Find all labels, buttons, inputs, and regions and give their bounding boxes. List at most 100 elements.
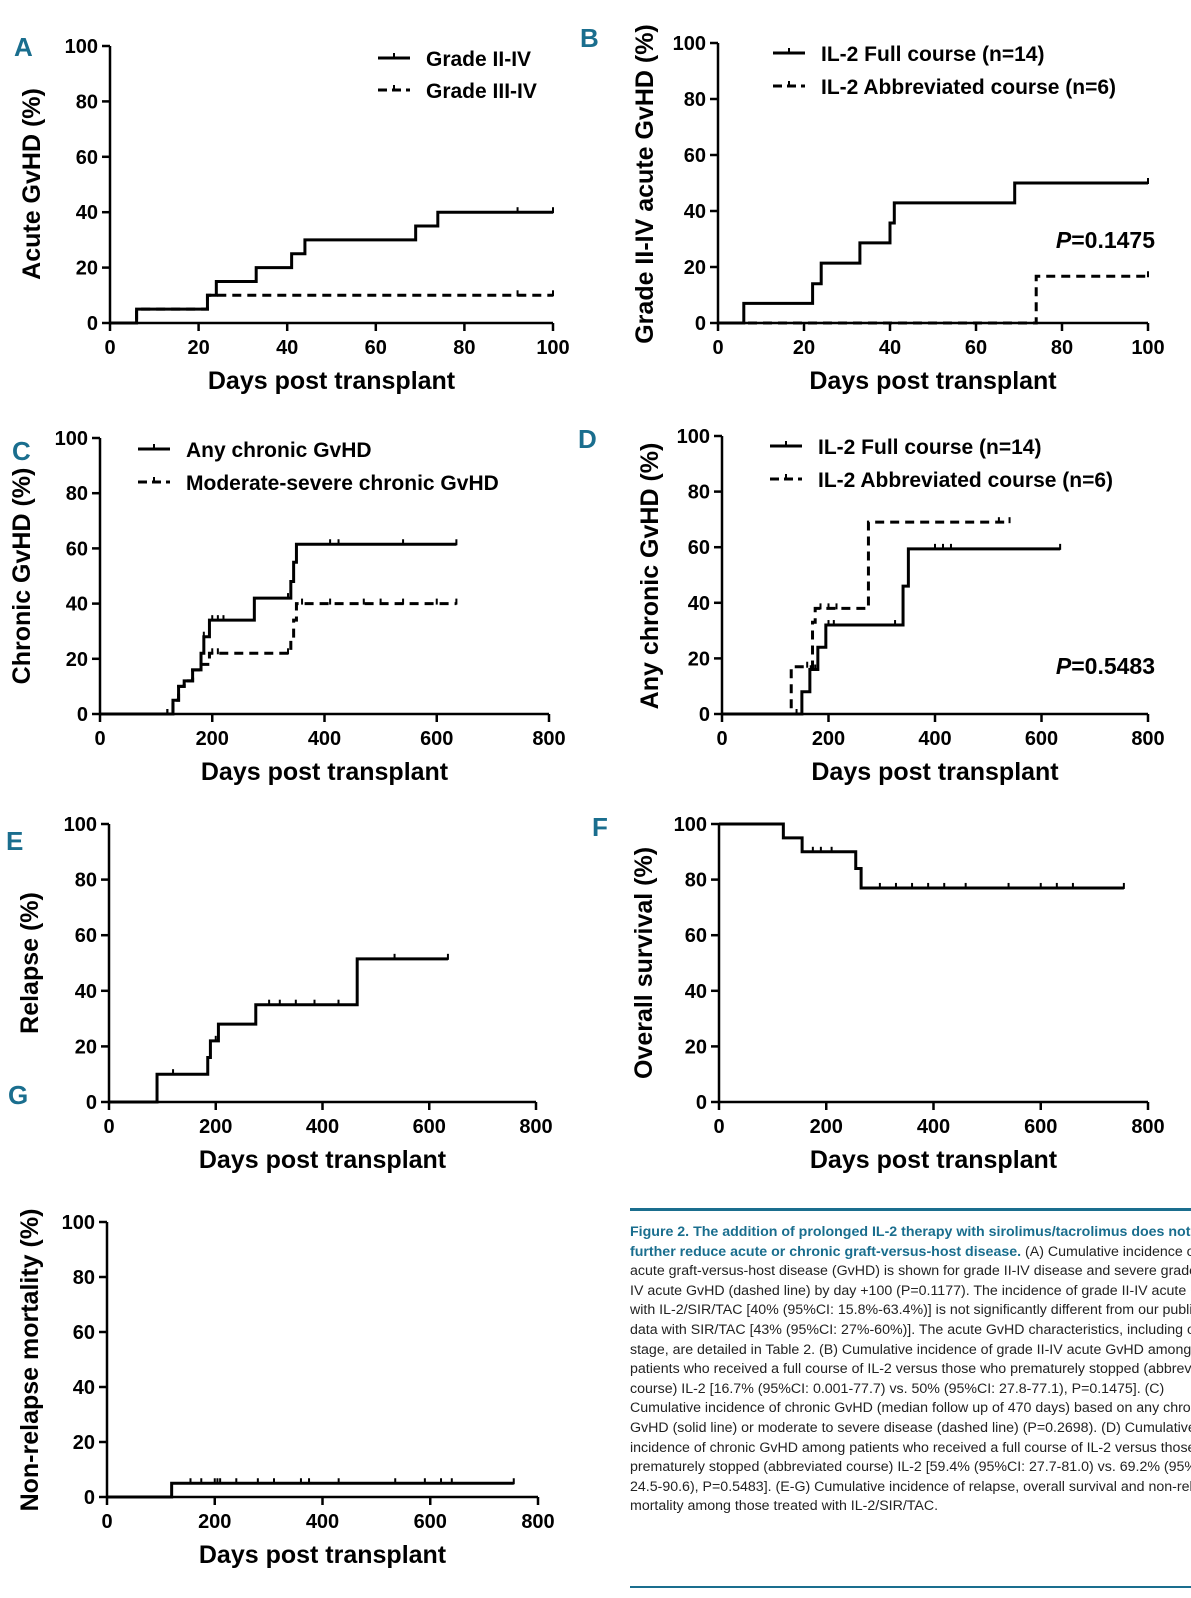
y-tick-label: 60 [66,538,88,560]
y-tick-label: 0 [84,1487,95,1509]
x-tick-label: 80 [1051,337,1073,359]
x-tick-label: 60 [365,337,387,359]
y-tick-label: 20 [73,1432,95,1454]
panel-letter: B [580,23,599,53]
y-tick-label: 80 [684,89,706,111]
x-tick-label: 0 [716,728,727,750]
x-tick-label: 200 [196,728,229,750]
y-tick-label: 40 [73,1377,95,1399]
x-tick-label: 600 [413,1116,446,1138]
x-tick-label: 600 [420,728,453,750]
x-tick-label: 0 [103,1116,114,1138]
caption-body: (A) Cumulative incidence of acute graft-… [630,1243,1191,1515]
series-line-2 [718,274,1148,325]
y-tick-label: 60 [684,145,706,167]
y-tick-label: 80 [75,870,97,892]
panel-c: C 0 200 400 600 800 0 20 40 60 80 100 Days post tran… [8,428,566,786]
x-tick-label: 400 [917,1116,950,1138]
y-tick-label: 40 [685,981,707,1003]
x-tick-label: 600 [1024,1116,1057,1138]
y-axis-label: Relapse (%) [16,892,44,1034]
panel-letter: E [6,826,23,856]
series-line-1 [722,547,1061,716]
x-tick-label: 0 [101,1511,112,1533]
panel-letter: D [578,424,597,454]
caption-title: Figure 2. The addition of prolonged IL-2… [630,1224,1191,1260]
legend-label: IL-2 Abbreviated course (n=6) [818,469,1113,492]
x-tick-label: 400 [308,728,341,750]
y-tick-label: 100 [64,814,97,836]
x-axis-label: Days post transplant [199,1541,447,1569]
legend-label: Grade III-IV [426,80,537,103]
series-line-2 [722,520,1010,716]
figure-caption: Figure 2. The addition of prolonged IL-2… [630,1208,1191,1588]
y-tick-label: 0 [695,313,706,335]
p-value-annotation: P=0.1475 [1056,227,1155,253]
legend-label: IL-2 Full course (n=14) [821,43,1044,66]
y-tick-label: 60 [76,147,98,169]
y-tick-label: 20 [688,648,710,670]
y-tick-label: 20 [75,1036,97,1058]
x-tick-label: 80 [453,337,475,359]
y-tick-label: 60 [73,1322,95,1344]
y-tick-label: 100 [55,428,88,450]
x-axis-label: Days post transplant [199,1146,447,1174]
caption-bottom-rule [630,1586,1191,1588]
panel-e: E 0 200 400 600 800 0 20 40 60 80 100 Days post tran… [6,814,553,1174]
x-tick-label: 400 [918,728,951,750]
y-axis-label: Any chronic GvHD (%) [636,443,664,710]
y-tick-label: 40 [75,981,97,1003]
legend-label: Grade II-IV [426,48,531,71]
x-tick-label: 20 [187,337,209,359]
y-tick-label: 40 [76,202,98,224]
caption-top-rule [630,1208,1191,1211]
panel-f: F 0 200 400 600 800 0 20 40 60 80 100 Days post tran… [592,812,1165,1174]
y-tick-label: 40 [688,593,710,615]
x-tick-label: 400 [306,1116,339,1138]
x-axis-label: Days post transplant [201,758,449,786]
x-tick-label: 600 [1025,728,1058,750]
x-tick-label: 200 [812,728,845,750]
x-tick-label: 0 [104,337,115,359]
caption-text: Figure 2. The addition of prolonged IL-2… [630,1223,1191,1517]
x-axis-label: Days post transplant [810,1146,1058,1174]
x-tick-label: 800 [519,1116,552,1138]
x-tick-label: 60 [965,337,987,359]
p-value-annotation: P=0.5483 [1056,653,1155,679]
legend-label: IL-2 Abbreviated course (n=6) [821,76,1116,99]
legend-label: IL-2 Full course (n=14) [818,436,1041,459]
x-tick-label: 600 [414,1511,447,1533]
series-line-1 [719,822,1124,890]
y-tick-label: 0 [87,313,98,335]
y-tick-label: 100 [62,1212,95,1234]
y-tick-label: 100 [65,36,98,58]
x-tick-label: 800 [1131,728,1164,750]
legend-label: Moderate-severe chronic GvHD [186,472,499,495]
x-tick-label: 200 [810,1116,843,1138]
y-tick-label: 40 [684,201,706,223]
panel-g: G 0 200 400 600 800 0 20 40 60 80 100 Days post tran… [8,1080,555,1569]
x-axis-label: Days post transplant [208,367,456,395]
x-tick-label: 0 [713,1116,724,1138]
panel-letter: G [8,1080,28,1110]
y-axis-label: Overall survival (%) [630,847,658,1079]
x-tick-label: 100 [536,337,569,359]
x-axis-label: Days post transplant [811,758,1059,786]
series-line-1 [110,210,553,325]
y-axis-label: Non-relapse mortality (%) [16,1209,44,1512]
y-tick-label: 0 [86,1092,97,1114]
x-tick-label: 0 [712,337,723,359]
y-tick-label: 60 [75,925,97,947]
x-tick-label: 400 [306,1511,339,1533]
y-tick-label: 80 [66,483,88,505]
legend-label: Any chronic GvHD [186,439,372,462]
x-tick-label: 800 [532,728,565,750]
panel-letter: F [592,812,608,842]
y-tick-label: 20 [76,258,98,280]
y-tick-label: 80 [688,482,710,504]
y-tick-label: 40 [66,594,88,616]
x-tick-label: 100 [1131,337,1164,359]
y-tick-label: 100 [677,426,710,448]
y-tick-label: 60 [688,537,710,559]
x-tick-label: 800 [1131,1116,1164,1138]
